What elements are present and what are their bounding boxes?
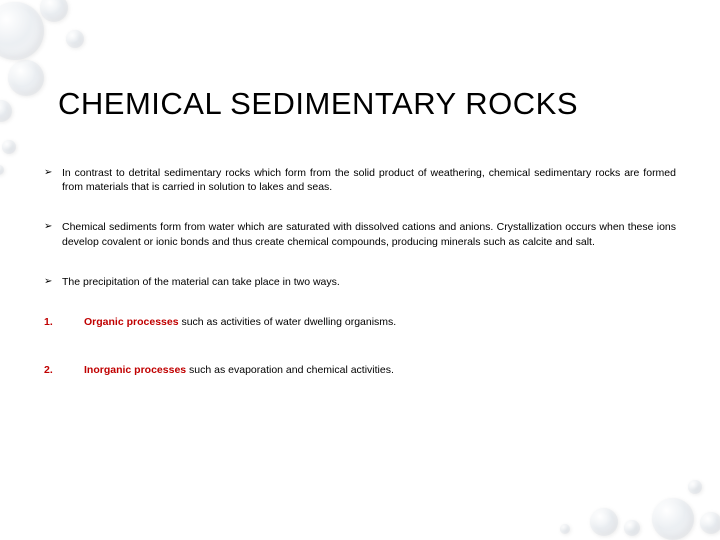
numbered-list: 1. Organic processes such as activities … <box>44 315 676 377</box>
rest-text: such as activities of water dwelling org… <box>179 316 397 328</box>
numbered-item: 1. Organic processes such as activities … <box>44 315 676 329</box>
numbered-item: 2. Inorganic processes such as evaporati… <box>44 363 676 377</box>
bullet-text: In contrast to detrital sedimentary rock… <box>62 166 676 194</box>
rest-text: such as evaporation and chemical activit… <box>186 364 394 376</box>
bullet-text: Chemical sediments form from water which… <box>62 220 676 248</box>
page-title: CHEMICAL SEDIMENTARY ROCKS <box>58 86 720 122</box>
numbered-text: Organic processes such as activities of … <box>84 315 676 329</box>
number-marker: 2. <box>44 363 84 377</box>
bullet-item: ➢ The precipitation of the material can … <box>44 275 676 289</box>
bullet-list: ➢ In contrast to detrital sedimentary ro… <box>44 166 676 289</box>
lead-term: Organic processes <box>84 316 179 328</box>
lead-term: Inorganic processes <box>84 364 186 376</box>
chevron-right-icon: ➢ <box>44 220 62 234</box>
chevron-right-icon: ➢ <box>44 166 62 180</box>
bullet-text: The precipitation of the material can ta… <box>62 275 676 289</box>
bullet-item: ➢ In contrast to detrital sedimentary ro… <box>44 166 676 194</box>
chevron-right-icon: ➢ <box>44 275 62 289</box>
bullet-item: ➢ Chemical sediments form from water whi… <box>44 220 676 248</box>
number-marker: 1. <box>44 315 84 329</box>
numbered-text: Inorganic processes such as evaporation … <box>84 363 676 377</box>
